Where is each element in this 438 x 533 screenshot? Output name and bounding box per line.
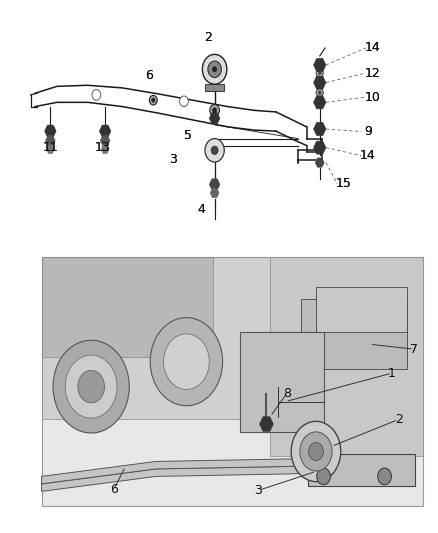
- Text: 14: 14: [364, 42, 380, 54]
- Polygon shape: [209, 113, 220, 124]
- Text: 12: 12: [364, 67, 380, 79]
- Bar: [205, 84, 224, 91]
- Circle shape: [150, 318, 223, 406]
- Circle shape: [317, 468, 330, 485]
- Polygon shape: [314, 59, 326, 71]
- Circle shape: [212, 67, 217, 72]
- Polygon shape: [46, 145, 54, 154]
- Text: 1: 1: [388, 367, 396, 379]
- Circle shape: [78, 370, 105, 403]
- Polygon shape: [45, 125, 56, 137]
- Text: 9: 9: [364, 125, 372, 138]
- Circle shape: [318, 91, 321, 95]
- Text: 3: 3: [169, 154, 177, 166]
- Polygon shape: [42, 464, 354, 491]
- Polygon shape: [99, 125, 111, 137]
- Circle shape: [318, 71, 321, 75]
- Text: 7: 7: [410, 343, 418, 356]
- Circle shape: [308, 442, 323, 461]
- Text: 12: 12: [364, 67, 380, 79]
- Polygon shape: [101, 145, 109, 154]
- Text: 3: 3: [169, 154, 177, 166]
- Circle shape: [316, 69, 323, 77]
- Text: 15: 15: [336, 177, 352, 190]
- Circle shape: [202, 54, 227, 84]
- Bar: [316, 287, 407, 332]
- Text: 2: 2: [204, 31, 212, 44]
- Polygon shape: [42, 257, 213, 357]
- Polygon shape: [42, 456, 354, 484]
- Circle shape: [212, 108, 217, 113]
- Circle shape: [300, 432, 332, 471]
- Text: 5: 5: [184, 130, 192, 142]
- Polygon shape: [209, 179, 220, 190]
- Circle shape: [211, 146, 218, 155]
- Text: 14: 14: [360, 149, 376, 162]
- Text: 10: 10: [364, 91, 380, 103]
- Circle shape: [163, 334, 209, 390]
- Circle shape: [205, 139, 224, 162]
- Text: 10: 10: [364, 91, 380, 103]
- Circle shape: [316, 88, 323, 97]
- Circle shape: [92, 90, 101, 100]
- Bar: [42, 257, 423, 506]
- Polygon shape: [100, 135, 110, 146]
- Text: 2: 2: [395, 413, 403, 426]
- Text: 6: 6: [110, 483, 118, 496]
- Polygon shape: [314, 141, 326, 154]
- Bar: [240, 332, 324, 432]
- Circle shape: [180, 96, 188, 107]
- Bar: [301, 300, 407, 369]
- Polygon shape: [314, 96, 326, 109]
- Text: 6: 6: [145, 69, 153, 82]
- Text: 14: 14: [364, 42, 380, 54]
- Polygon shape: [260, 417, 273, 431]
- Text: 8: 8: [283, 387, 291, 400]
- Text: 11: 11: [42, 141, 58, 154]
- Circle shape: [210, 104, 219, 116]
- Circle shape: [291, 421, 341, 482]
- Polygon shape: [46, 135, 55, 146]
- Polygon shape: [210, 188, 219, 198]
- Polygon shape: [314, 76, 326, 89]
- Text: 6: 6: [145, 69, 153, 82]
- Circle shape: [208, 61, 221, 77]
- Text: 13: 13: [95, 141, 111, 154]
- Circle shape: [152, 98, 155, 102]
- Text: 3: 3: [254, 484, 262, 497]
- Polygon shape: [270, 257, 423, 456]
- Text: 13: 13: [95, 141, 111, 154]
- Text: 14: 14: [360, 149, 376, 162]
- Circle shape: [53, 340, 129, 433]
- Bar: [308, 454, 415, 487]
- Text: 11: 11: [42, 141, 58, 154]
- Polygon shape: [42, 257, 289, 419]
- Text: 9: 9: [364, 125, 372, 138]
- Circle shape: [149, 95, 157, 105]
- Text: 4: 4: [198, 203, 205, 216]
- Polygon shape: [314, 123, 326, 135]
- Polygon shape: [315, 158, 324, 167]
- Text: 4: 4: [198, 203, 205, 216]
- Text: 2: 2: [204, 31, 212, 44]
- Circle shape: [378, 468, 392, 485]
- Text: 15: 15: [336, 177, 352, 190]
- Text: 5: 5: [184, 130, 192, 142]
- Circle shape: [65, 355, 117, 418]
